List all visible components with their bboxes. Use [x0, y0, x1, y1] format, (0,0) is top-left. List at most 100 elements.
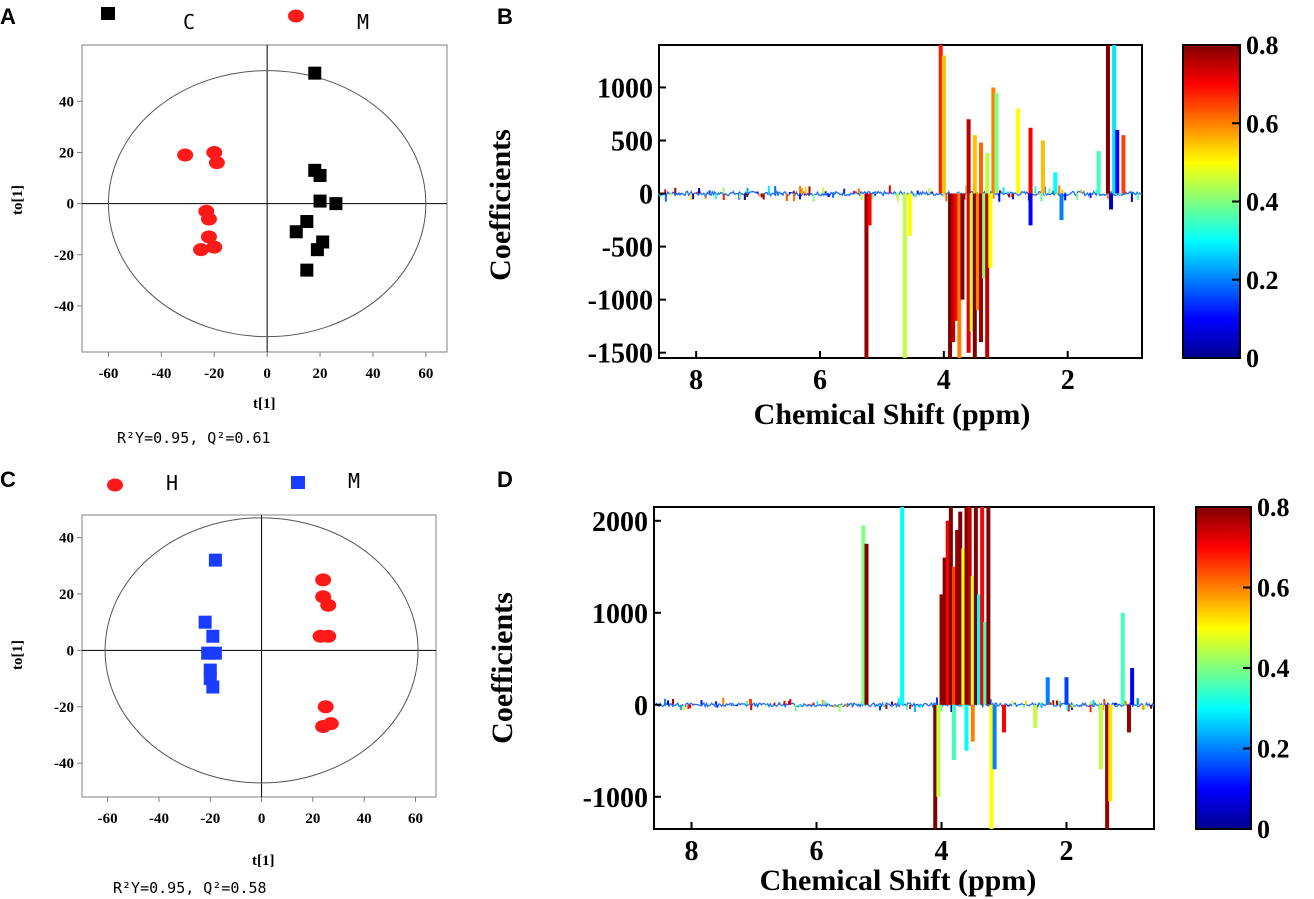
hotelling-ellipse: [104, 517, 419, 784]
legend-marker-m: [291, 476, 305, 489]
data-point-c: [310, 243, 324, 257]
panel-label-d: D: [497, 467, 513, 492]
colorbar-tick-label: 0: [1257, 815, 1270, 844]
x-tick-label: 60: [408, 811, 423, 827]
x-tick-label: 4: [935, 836, 949, 867]
colorbar-tick-label: 0.2: [1257, 735, 1290, 764]
data-point-m: [208, 553, 222, 567]
x-tick-label: -20: [200, 811, 220, 827]
x-tick-label: 8: [685, 836, 699, 867]
data-point-c: [308, 66, 322, 80]
baseline-trace: [658, 189, 1143, 197]
x-tick-label: 0: [263, 366, 271, 382]
legend-marker-c: [101, 7, 115, 20]
data-point-c: [329, 197, 343, 211]
colorbar-tick-label: 0.2: [1246, 266, 1279, 295]
y-tick-label: -1000: [583, 783, 648, 814]
data-point-m: [200, 212, 217, 226]
data-point-m: [193, 243, 210, 257]
data-point-m: [198, 615, 212, 629]
y-tick-label: -20: [54, 248, 74, 264]
plot-frame: [81, 514, 437, 798]
x-tick-label: 2: [1060, 836, 1074, 867]
x-tick-label: -40: [149, 811, 169, 827]
y-tick-label: 20: [59, 145, 74, 161]
data-point-h: [320, 629, 337, 643]
y-tick-label: 0: [639, 180, 653, 211]
x-tick-label: 60: [418, 366, 433, 382]
x-tick-label: 4: [937, 365, 951, 396]
y-tick-label: 0: [67, 197, 75, 213]
y-axis-label: Coefficients: [484, 129, 517, 281]
y-tick-label: -40: [54, 299, 74, 315]
colorbar-tick-label: 0.6: [1246, 109, 1279, 138]
y-tick-label: 0: [67, 643, 75, 659]
model-stats: R²Y=0.95, Q²=0.58: [113, 879, 267, 897]
colorbar: [1195, 506, 1252, 830]
colorbar-tick-label: 0.8: [1246, 31, 1279, 60]
legend-label-c: C: [183, 10, 195, 34]
data-point-c: [300, 215, 314, 229]
plot-frame: [658, 44, 1143, 359]
colorbar-tick-label: 0.4: [1246, 188, 1279, 217]
y-tick-label: 1000: [597, 73, 653, 104]
panel-label-c: C: [0, 467, 16, 492]
x-tick-label: 8: [689, 365, 703, 396]
legend-label-m: M: [357, 10, 369, 34]
legend-marker-m: [288, 9, 304, 23]
data-point-m: [208, 646, 222, 660]
legend-label-m: M: [348, 469, 360, 493]
y-axis-label: Coefficients: [486, 592, 519, 744]
data-point-h: [322, 717, 339, 731]
data-point-c: [313, 168, 327, 182]
x-tick-label: 6: [813, 365, 827, 396]
panel-label-a: A: [0, 4, 16, 29]
data-point-h: [320, 598, 337, 612]
x-axis-label: Chemical Shift (ppm): [754, 398, 1031, 431]
y-tick-label: -20: [54, 700, 74, 716]
x-tick-label: -60: [98, 811, 118, 827]
y-tick-label: 40: [59, 531, 74, 547]
legend-label-h: H: [166, 471, 178, 495]
y-tick-label: 500: [611, 126, 653, 157]
y-tick-label: -500: [602, 233, 653, 264]
x-tick-label: 6: [810, 836, 824, 867]
data-point-h: [317, 700, 334, 714]
y-tick-label: 2000: [592, 507, 648, 538]
data-point-m: [177, 148, 194, 162]
panel-a-score-plot: C M t[1] to[1] R²Y=0.95, Q²=0.61 -60 -40 -…: [10, 7, 448, 447]
panel-c-score-plot: H M t[1] to[1] R²Y=0.95, Q²=0.58 -60 -40 -…: [10, 469, 437, 897]
x-tick-label: -40: [151, 366, 171, 382]
x-axis-label: t[1]: [253, 396, 276, 412]
y-tick-label: -40: [54, 756, 74, 772]
x-tick-label: 20: [305, 811, 320, 827]
x-tick-label: 40: [365, 366, 380, 382]
y-tick-label: -1000: [588, 286, 653, 317]
panel-d-coefficient-plot: Chemical Shift (ppm) Coefficients 8 6 4 2 20…: [486, 493, 1290, 897]
y-tick-label: 20: [59, 587, 74, 603]
x-tick-label: 2: [1061, 365, 1075, 396]
data-point-c: [289, 225, 303, 239]
x-axis-label: Chemical Shift (ppm): [760, 864, 1037, 897]
y-axis-label: to[1]: [10, 185, 26, 215]
x-tick-label: -20: [204, 366, 224, 382]
data-point-m: [200, 230, 217, 244]
plot-frame: [81, 44, 448, 353]
panel-b-coefficient-plot: Chemical Shift (ppm) Coefficients 8 6 4 2 10…: [484, 31, 1279, 431]
y-tick-label: -1500: [588, 339, 653, 370]
x-tick-label: 40: [357, 811, 372, 827]
colorbar: [1182, 44, 1241, 359]
colorbar-tick-label: 0.6: [1257, 574, 1290, 603]
data-point-m: [206, 145, 223, 159]
y-tick-label: 0: [634, 691, 648, 722]
panel-label-b: B: [497, 4, 513, 29]
data-point-m: [206, 629, 220, 643]
y-axis-label: to[1]: [10, 640, 26, 670]
y-tick-label: 1000: [592, 599, 648, 630]
data-point-h: [315, 573, 332, 587]
x-tick-label: 0: [258, 811, 266, 827]
model-stats: R²Y=0.95, Q²=0.61: [117, 429, 271, 447]
x-tick-label: -60: [98, 366, 118, 382]
y-tick-label: 40: [59, 94, 74, 110]
